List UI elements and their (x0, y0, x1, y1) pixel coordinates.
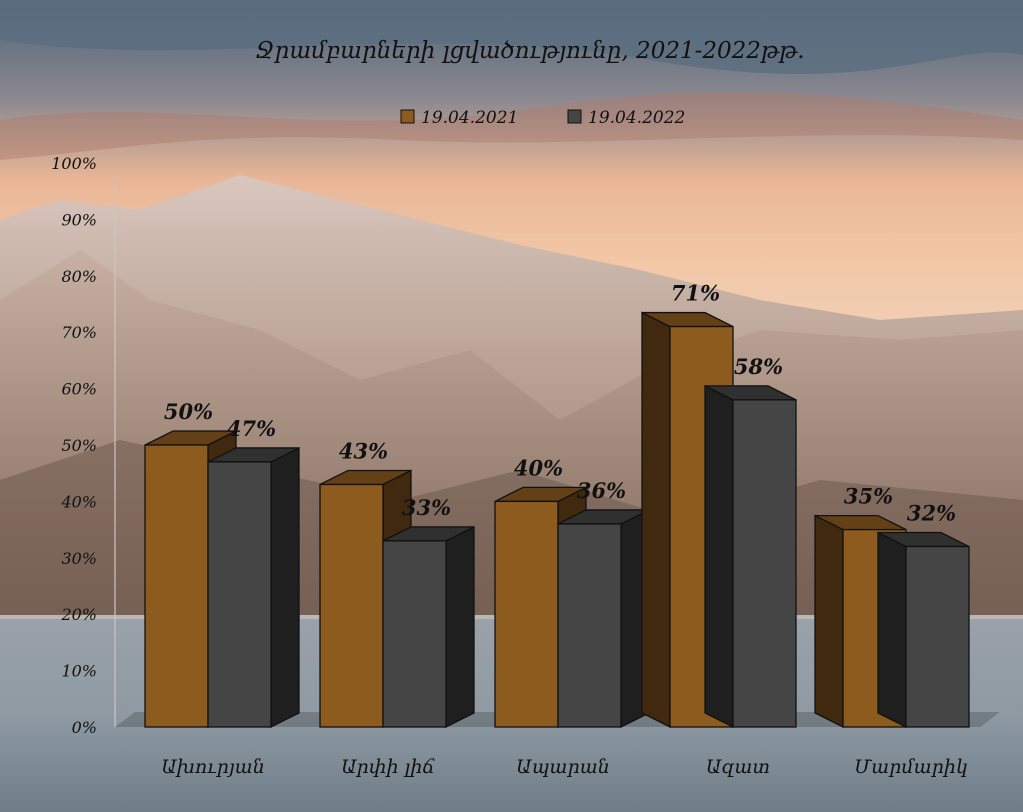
legend-label-2021: 19.04.2021 (421, 108, 518, 128)
y-tick-label: 40% (60, 492, 97, 511)
data-label: 33% (402, 495, 451, 520)
legend-label-2022: 19.04.2022 (588, 108, 685, 128)
y-tick-label: 0% (72, 718, 97, 737)
bar-2022-4 (877, 531, 970, 729)
y-tick-label: 100% (51, 154, 97, 173)
data-label: 47% (227, 416, 276, 441)
bar-2022-1 (382, 525, 475, 729)
x-category-label: Արփի լիճ (341, 756, 435, 778)
x-category-label: Ազատ (706, 756, 770, 778)
y-tick-label: 70% (61, 323, 97, 342)
legend-swatch-2022 (567, 109, 582, 124)
data-label: 40% (514, 455, 563, 480)
data-label: 58% (734, 354, 783, 379)
y-tick-label: 30% (61, 549, 97, 568)
bars (144, 311, 970, 729)
x-category-label: Ապարան (516, 756, 610, 778)
data-label: 50% (164, 399, 213, 424)
chart-title: Ջրամբարների լցվածությունը, 2021-2022թթ. (255, 38, 804, 64)
bar-2022-3 (704, 384, 797, 729)
x-category-label: Ախուրյան (161, 756, 265, 778)
x-category-label: Մարմարիկ (854, 756, 968, 778)
bar-2022-0 (207, 446, 300, 729)
bar-2022-2 (557, 508, 650, 729)
data-label: 36% (577, 478, 626, 503)
data-label: 43% (339, 438, 388, 463)
data-label: 32% (907, 501, 956, 526)
y-tick-label: 80% (61, 267, 97, 286)
y-tick-label: 60% (61, 380, 97, 399)
data-labels: 50% 47% 43% 33% 40% 36% 71% 58% 35% 32% (164, 281, 956, 526)
y-tick-label: 90% (61, 210, 97, 229)
y-tick-label: 20% (60, 605, 97, 624)
x-axis-categories: Ախուրյան Արփի լիճ Ապարան Ազատ Մարմարիկ (161, 756, 968, 778)
legend: 19.04.2021 19.04.2022 (400, 108, 685, 128)
data-label: 35% (844, 484, 893, 509)
data-label: 71% (671, 281, 720, 306)
y-tick-label: 10% (61, 662, 97, 681)
y-tick-label: 50% (61, 436, 97, 455)
legend-swatch-2021 (400, 109, 415, 124)
